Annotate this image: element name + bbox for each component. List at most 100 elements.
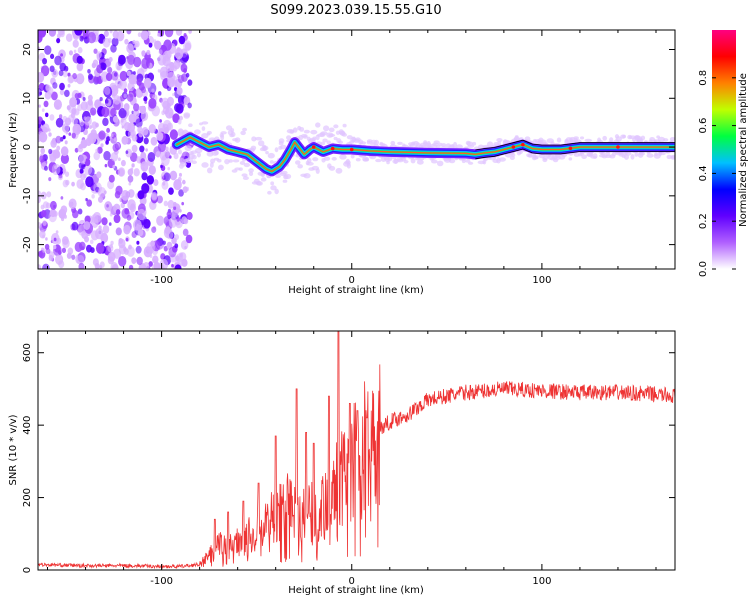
noise-speckle <box>166 210 172 218</box>
noise-speckle <box>87 32 97 44</box>
halo-speckle <box>669 136 675 142</box>
noise-speckle <box>184 245 187 250</box>
noise-speckle <box>115 209 121 216</box>
noise-speckle <box>112 143 120 152</box>
noise-speckle <box>182 179 186 185</box>
noise-speckle <box>102 37 111 48</box>
noise-speckle <box>172 201 177 207</box>
noise-speckle <box>97 196 104 203</box>
noise-speckle <box>56 105 60 110</box>
noise-speckle <box>159 258 169 269</box>
halo-speckle <box>239 161 246 165</box>
noise-speckle <box>100 143 104 148</box>
noise-speckle <box>141 57 150 69</box>
noise-speckle <box>93 151 101 161</box>
halo-speckle <box>666 154 672 160</box>
noise-speckle <box>118 54 126 65</box>
noise-speckle <box>79 241 86 251</box>
noise-speckle <box>40 147 46 154</box>
noise-speckle <box>130 167 134 172</box>
noise-speckle <box>109 30 113 34</box>
noise-speckle <box>157 141 167 153</box>
noise-speckle <box>161 180 169 190</box>
noise-speckle <box>60 205 68 215</box>
noise-speckle <box>136 78 142 86</box>
noise-speckle <box>114 78 123 89</box>
noise-speckle <box>38 264 42 269</box>
halo-speckle <box>579 136 585 140</box>
noise-speckle <box>147 31 151 36</box>
noise-speckle <box>49 65 55 73</box>
noise-speckle <box>177 74 185 84</box>
noise-speckle <box>105 140 109 145</box>
noise-speckle <box>178 172 182 177</box>
halo-speckle <box>328 165 336 171</box>
noise-speckle <box>42 126 47 133</box>
noise-speckle <box>80 173 86 181</box>
figure-title: S099.2023.039.15.55.G10 <box>270 3 441 18</box>
noise-speckle <box>157 54 167 66</box>
noise-speckle <box>178 208 182 213</box>
halo-speckle <box>283 173 292 180</box>
halo-speckle <box>420 144 426 149</box>
noise-speckle <box>133 56 142 68</box>
noise-speckle <box>159 119 162 123</box>
noise-speckle <box>168 155 172 159</box>
noise-speckle <box>67 75 74 84</box>
spectrogram-x-tick-label: 100 <box>532 275 551 286</box>
noise-speckle <box>64 171 70 177</box>
halo-speckle <box>257 140 265 147</box>
noise-speckle <box>40 209 47 218</box>
noise-speckle <box>157 69 161 73</box>
noise-speckle <box>115 227 122 236</box>
noise-speckle <box>174 264 182 269</box>
noise-speckle <box>49 114 55 121</box>
noise-speckle <box>48 30 57 37</box>
halo-speckle <box>331 156 337 161</box>
noise-speckle <box>110 240 114 246</box>
noise-speckle <box>89 107 97 116</box>
halo-speckle <box>179 161 187 167</box>
noise-speckle <box>41 108 45 113</box>
noise-speckle <box>182 186 188 194</box>
noise-speckle <box>108 222 112 226</box>
noise-speckle <box>151 88 155 93</box>
noise-speckle <box>38 46 41 52</box>
noise-speckle <box>178 189 184 197</box>
noise-speckle <box>59 89 65 96</box>
snr-y-tick-label: 200 <box>22 488 33 507</box>
noise-speckle <box>95 100 101 107</box>
noise-speckle <box>44 45 52 55</box>
halo-speckle <box>248 168 254 173</box>
noise-speckle <box>77 208 83 215</box>
halo-speckle <box>243 162 251 168</box>
halo-speckle <box>177 119 182 125</box>
halo-speckle <box>299 126 305 132</box>
halo-speckle <box>373 139 380 146</box>
halo-speckle <box>240 130 246 136</box>
noise-speckle <box>168 216 178 228</box>
noise-speckle <box>140 111 149 122</box>
noise-speckle <box>62 168 67 174</box>
noise-speckle <box>45 247 51 255</box>
noise-speckle <box>53 237 57 242</box>
halo-speckle <box>188 123 193 128</box>
noise-speckle <box>68 132 72 136</box>
noise-speckle <box>143 96 148 102</box>
noise-speckle <box>166 71 176 83</box>
halo-speckle <box>225 125 233 131</box>
snr-y-tick-label: 0 <box>22 567 33 573</box>
halo-speckle <box>410 158 416 164</box>
noise-speckle <box>173 206 177 211</box>
noise-speckle <box>75 73 85 85</box>
noise-speckle <box>72 39 79 48</box>
noise-speckle <box>124 38 129 45</box>
noise-speckle <box>167 166 171 171</box>
halo-speckle <box>350 154 355 159</box>
noise-speckle <box>169 170 178 181</box>
noise-speckle <box>171 263 174 268</box>
noise-speckle <box>137 190 145 200</box>
noise-speckle <box>72 209 79 219</box>
noise-speckle <box>40 204 45 210</box>
noise-speckle <box>110 152 119 162</box>
